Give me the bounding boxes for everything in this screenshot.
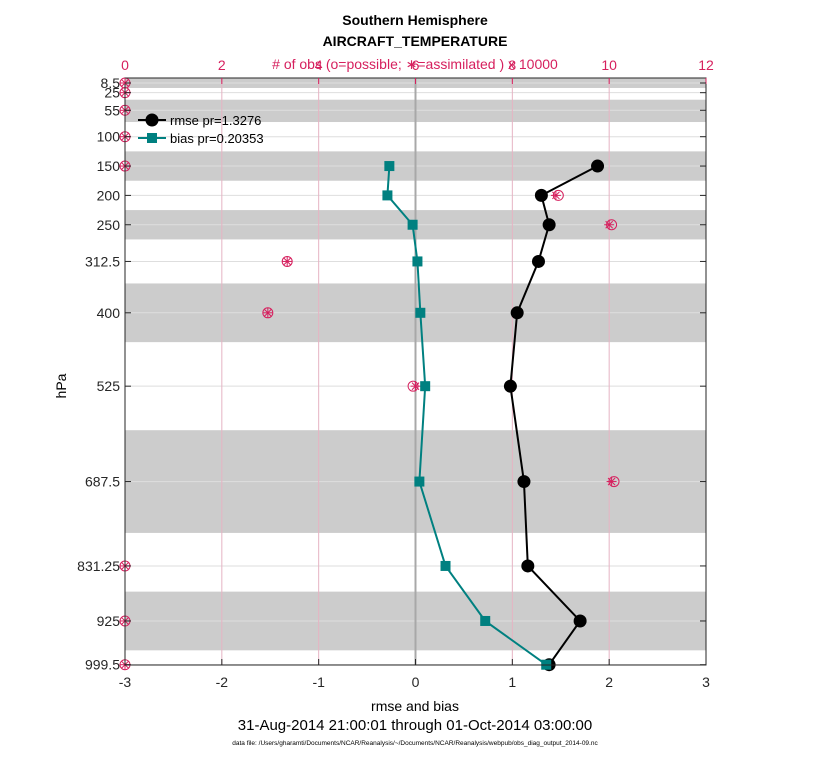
rmse-point [591,159,605,173]
rmse-point [573,614,587,628]
bottom-tick-label: 0 [412,674,420,690]
asterisk-stroke [283,257,292,266]
top-axis-label: # of obs (o=possible; ∗=assimilated ) x … [272,56,558,72]
rmse-point [531,254,545,268]
obs-assimilated-marker [550,190,561,201]
y-tick-label: 831.25 [77,558,120,574]
obs-assimilated-marker [606,476,617,487]
y-axis-label: hPa [53,373,69,398]
top-tick-label: 6 [412,57,420,73]
top-tick-label: 4 [315,57,323,73]
bottom-tick-label: -3 [119,674,132,690]
bias-point [382,190,393,201]
asterisk-stroke [411,382,420,391]
y-tick-label: 525 [97,378,121,394]
bias-point [412,256,423,267]
bias-point [384,161,395,172]
asterisk-stroke [605,220,614,229]
y-tick-label: 312.5 [85,253,120,269]
obs-assimilated-marker [604,219,615,230]
bias-point [415,307,426,318]
chart-title: Southern Hemisphere [342,12,488,28]
obs-assimilated-marker [262,307,273,318]
top-tick-label: 12 [698,57,714,73]
y-tick-label: 999.5 [85,657,120,673]
asterisk-stroke [607,477,616,486]
bottom-tick-label: 1 [508,674,516,690]
obs-assimilated-marker [410,381,421,392]
rmse-point [510,306,524,320]
rmse-point [542,218,556,232]
series-line-bias [386,165,547,666]
x-axis-label: rmse and bias [371,698,459,714]
top-tick-label: 8 [508,57,516,73]
top-tick-label: 2 [218,57,226,73]
y-tick-label: 250 [97,217,121,233]
bias-point [414,476,425,487]
legend-marker-bias [147,133,157,143]
date-range: 31-Aug-2014 21:00:01 through 01-Oct-2014… [238,717,592,734]
y-tick-label: 8.5 [101,75,121,91]
series-lines [382,159,605,672]
legend-marker-rmse [145,113,159,127]
legend-label: rmse pr=1.3276 [170,113,261,128]
chart-subtitle: AIRCRAFT_TEMPERATURE [323,33,508,49]
bottom-tick-label: -2 [216,674,229,690]
y-tick-label: 400 [97,305,121,321]
y-tick-label: 200 [97,187,121,203]
bias-point [440,560,451,571]
legend-label: bias pr=0.20353 [170,131,264,146]
y-tick-label: 150 [97,158,121,174]
obs-assimilated-marker [282,256,293,267]
top-tick-label: 10 [601,57,617,73]
footnote: data file: /Users/gharamti/Documents/NCA… [232,740,598,747]
y-tick-label: 687.5 [85,474,120,490]
bias-point [407,219,418,230]
bias-point [420,381,431,392]
bottom-tick-label: 3 [702,674,710,690]
bottom-tick-label: 2 [605,674,613,690]
top-tick-label: 0 [121,57,129,73]
y-tick-label: 25 [104,85,120,101]
rmse-point [517,475,531,489]
y-tick-label: 100 [97,129,121,145]
bottom-tick-label: -1 [312,674,325,690]
y-tick-label: 55 [104,102,120,118]
y-tick-label: 925 [97,613,121,629]
bias-point [480,615,491,626]
rmse-point [521,559,535,573]
legend: rmse pr=1.3276 bias pr=0.20353 [138,113,264,146]
asterisk-stroke [552,191,560,200]
series-line-rmse [509,165,599,666]
asterisk-stroke [263,308,272,317]
rmse-point [503,379,517,393]
axis-ticks: -3 -2 -1 0 1 2 30 2 4 6 8 10 128.5255510015020025031… [77,57,714,690]
rmse-point [534,188,548,202]
